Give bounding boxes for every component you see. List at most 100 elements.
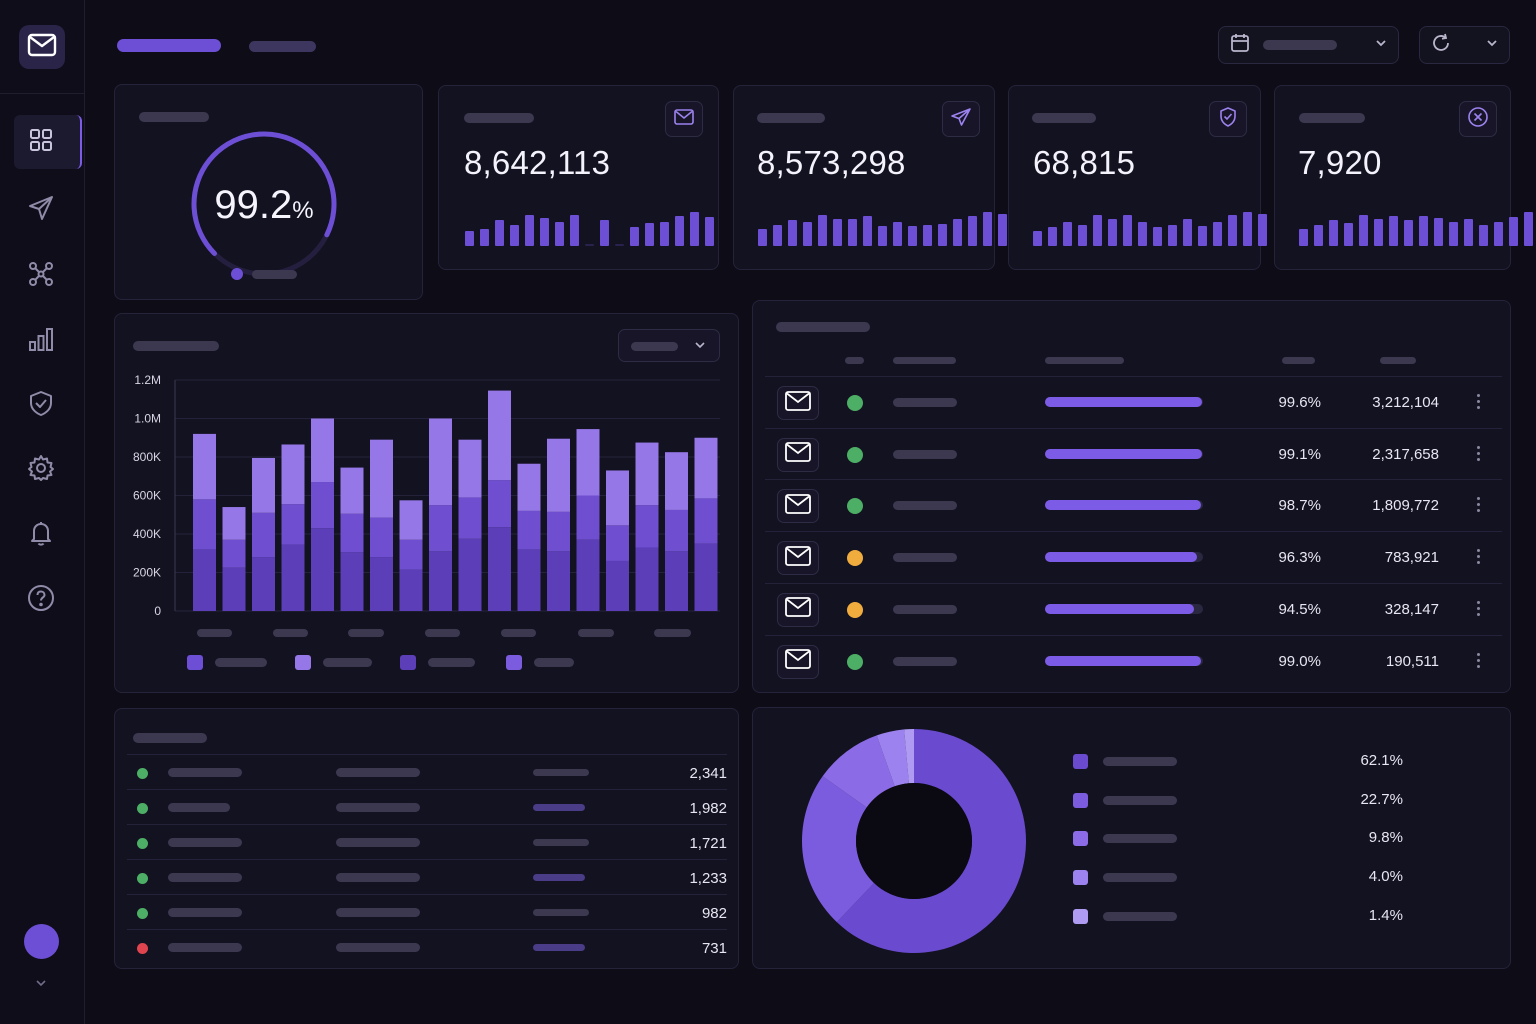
legend-swatch — [506, 655, 522, 670]
chevron-down-icon — [1485, 36, 1499, 54]
spark-bar — [510, 225, 519, 246]
spark-bar — [908, 226, 917, 246]
spark-bar — [1048, 227, 1057, 246]
list-item[interactable]: 731 — [127, 929, 727, 964]
status-dot — [847, 653, 863, 670]
donut-slice — [876, 729, 909, 787]
nav-dashboard[interactable] — [14, 115, 82, 169]
app-logo[interactable] — [19, 25, 65, 69]
progress-fill — [1045, 500, 1201, 511]
table-row[interactable]: 99.6% 3,212,104 — [765, 376, 1502, 428]
message-count: 783,921 — [1384, 549, 1439, 567]
spark-bar — [1093, 215, 1102, 246]
status-dot — [137, 838, 148, 849]
spark-bar — [953, 219, 962, 246]
sender-category — [533, 769, 589, 776]
refresh-button[interactable] — [1419, 26, 1510, 64]
shield-check-icon — [27, 389, 55, 422]
kpi-value: 8,573,298 — [757, 144, 906, 181]
table-row[interactable]: 94.5% 328,147 — [765, 582, 1502, 635]
spark-bar — [1198, 226, 1207, 246]
more-icon[interactable] — [1477, 445, 1481, 464]
bar-segment — [252, 512, 275, 558]
donut-slice — [836, 729, 1026, 953]
list-item[interactable]: 982 — [127, 894, 727, 929]
table-row[interactable]: 98.7% 1,809,772 — [765, 479, 1502, 531]
bar-segment — [370, 557, 393, 611]
sender-count: 1,721 — [689, 835, 727, 852]
bar-segment — [665, 452, 688, 510]
sender-domain — [336, 838, 420, 847]
donut-slice — [904, 729, 914, 784]
spark-bar — [585, 244, 594, 246]
bar-segment — [370, 517, 393, 558]
bar-segment — [458, 538, 482, 611]
shield-check-icon — [1218, 106, 1238, 133]
spark-bar — [570, 215, 579, 246]
nav-notifications[interactable] — [14, 508, 82, 562]
list-item[interactable]: 2,341 — [127, 754, 727, 789]
nav-analytics[interactable] — [14, 314, 82, 368]
more-icon[interactable] — [1477, 652, 1481, 671]
status-dot — [137, 908, 148, 919]
bar-segment — [488, 390, 511, 481]
sender-count: 982 — [701, 905, 727, 922]
nav-send[interactable] — [14, 183, 82, 237]
more-icon[interactable] — [1477, 549, 1481, 567]
bar-segment — [311, 482, 334, 529]
bar-segment — [399, 569, 423, 611]
nav-security[interactable] — [14, 378, 82, 432]
chevron-down-icon[interactable] — [34, 976, 48, 994]
chart-period-select[interactable] — [618, 329, 720, 362]
bar-segment — [665, 509, 688, 552]
col-header — [1045, 357, 1124, 364]
message-count: 3,212,104 — [1372, 394, 1439, 411]
sender-domain — [336, 873, 420, 882]
avatar[interactable] — [24, 924, 59, 959]
top-senders-card: 2,341 1,982 1,721 1,233 982 731 — [114, 708, 739, 969]
spark-bar — [495, 220, 504, 246]
delivery-rate: 96.3% — [1278, 549, 1321, 567]
list-item[interactable]: 1,721 — [127, 824, 727, 859]
bar-segment — [517, 549, 541, 611]
sender-category — [533, 804, 585, 811]
legend-item: 22.7% — [1073, 791, 1503, 811]
legend-label — [1103, 834, 1177, 844]
date-range-select[interactable] — [1218, 26, 1399, 64]
chevron-down-icon — [693, 338, 707, 357]
spark-bar — [630, 227, 639, 246]
bar-segment — [281, 504, 305, 545]
more-icon[interactable] — [1477, 394, 1481, 412]
sender-name — [168, 943, 242, 952]
chevron-down-icon — [1374, 36, 1388, 54]
bar-segment — [222, 567, 246, 611]
bar-segment — [576, 539, 600, 611]
table-row[interactable]: 96.3% 783,921 — [765, 531, 1502, 583]
list-item[interactable]: 1,233 — [127, 859, 727, 894]
legend-percent: 1.4% — [1368, 906, 1403, 924]
mail-icon-box — [777, 489, 819, 524]
nav-settings[interactable] — [14, 443, 82, 497]
table-row[interactable]: 99.0% 190,511 — [765, 634, 1502, 687]
message-count: 190,511 — [1385, 652, 1439, 670]
spark-bar — [758, 229, 767, 246]
progress-bar — [1045, 603, 1203, 614]
spark-bar — [968, 216, 977, 246]
x-tick-label — [273, 629, 308, 637]
table-row[interactable]: 99.1% 2,317,658 — [765, 427, 1502, 480]
list-item[interactable]: 1,982 — [127, 789, 727, 824]
kpi-icon-box — [1209, 101, 1247, 137]
spark-bar — [660, 222, 669, 246]
bar-segment — [252, 457, 275, 513]
more-icon[interactable] — [1477, 600, 1481, 619]
bar-segment — [488, 480, 511, 528]
more-icon[interactable] — [1477, 497, 1481, 515]
legend-label — [323, 658, 372, 667]
nav-help[interactable] — [14, 573, 82, 627]
spark-bar — [848, 219, 857, 246]
network-icon — [27, 260, 55, 293]
nav-workflows[interactable] — [14, 249, 82, 303]
spark-bar — [1123, 215, 1132, 246]
mail-icon — [784, 648, 812, 675]
spark-bar — [833, 219, 842, 246]
